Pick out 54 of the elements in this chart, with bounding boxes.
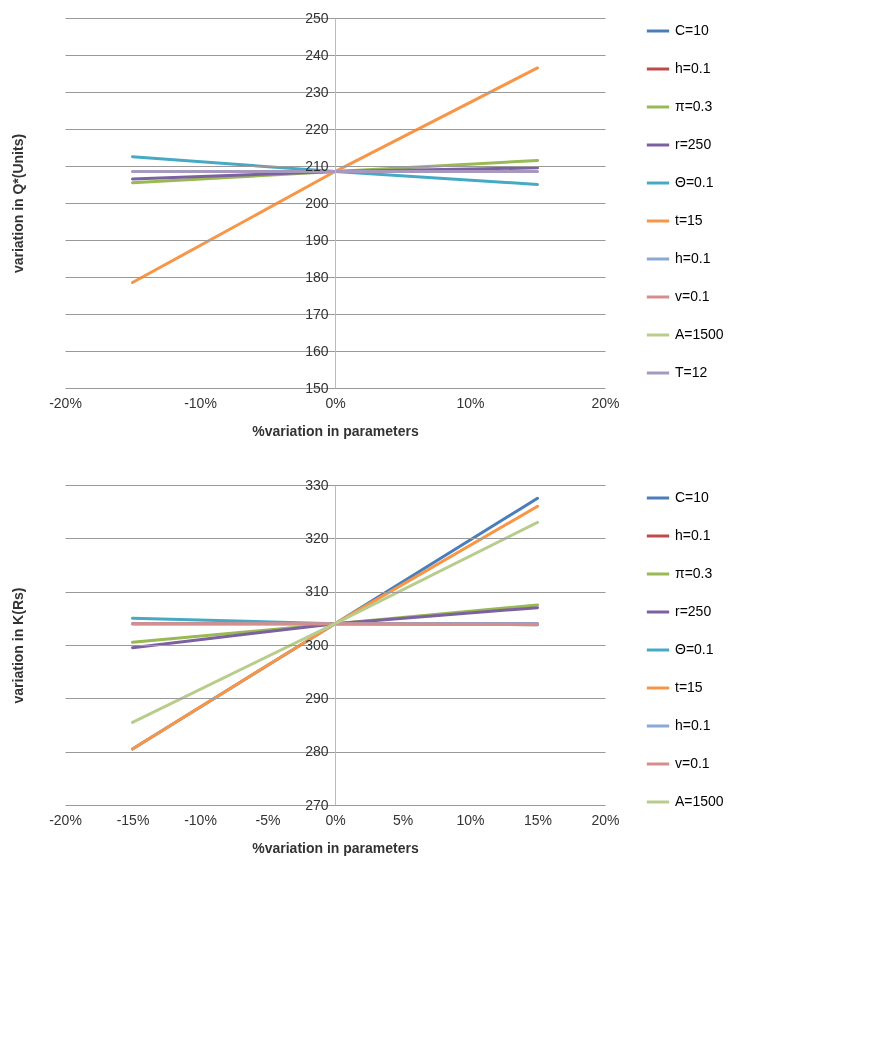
legend-label: v=0.1 <box>675 755 710 771</box>
x-tick-label: -10% <box>184 394 217 411</box>
x-tick-label: -5% <box>255 811 281 828</box>
y-tick-label: 170 <box>305 305 329 322</box>
x-tick-label: 5% <box>392 811 414 828</box>
x-tick-label: -10% <box>184 811 217 828</box>
y-tick-label: 290 <box>305 689 329 706</box>
y-tick-label: 280 <box>305 743 329 760</box>
y-tick-label: 230 <box>305 83 329 100</box>
x-tick-label: 20% <box>591 394 620 411</box>
x-tick-label: 10% <box>456 811 485 828</box>
x-tick-label: -15% <box>116 811 150 828</box>
legend-label: h=0.1 <box>675 527 711 543</box>
y-axis-title: variation in K(Rs) <box>9 587 26 704</box>
y-axis-title: variation in Q*(Units) <box>9 133 26 274</box>
x-tick-label: 10% <box>456 394 485 411</box>
y-tick-label: 300 <box>305 636 329 653</box>
x-axis-title: %variation in parameters <box>252 839 419 856</box>
y-tick-label: 310 <box>305 583 329 600</box>
legend-label: A=1500 <box>675 793 724 809</box>
y-tick-label: 180 <box>305 268 329 285</box>
legend-label: π=0.3 <box>675 565 713 581</box>
x-tick-label: 0% <box>325 394 346 411</box>
y-tick-label: 160 <box>305 342 329 359</box>
legend-label: C=10 <box>675 489 710 505</box>
x-tick-label: 15% <box>523 811 553 828</box>
y-tick-label: 270 <box>305 796 329 813</box>
legend-label: t=15 <box>675 679 703 695</box>
legend-label: C=10 <box>675 22 710 38</box>
legend-label: t=15 <box>675 212 703 228</box>
y-tick-label: 330 <box>305 476 329 493</box>
y-tick-label: 250 <box>305 9 329 26</box>
legend-label: r=250 <box>675 603 712 619</box>
x-axis-title: %variation in parameters <box>252 422 419 439</box>
y-tick-label: 150 <box>305 379 329 396</box>
y-tick-label: 240 <box>305 46 329 63</box>
legend-label: h=0.1 <box>675 717 711 733</box>
x-tick-label: -20% <box>49 811 82 828</box>
legend-label: π=0.3 <box>675 98 713 114</box>
y-tick-label: 320 <box>305 529 329 546</box>
legend-label: r=250 <box>675 136 712 152</box>
legend-label: v=0.1 <box>675 288 710 304</box>
legend-label: h=0.1 <box>675 250 711 266</box>
x-tick-label: -20% <box>49 394 82 411</box>
x-tick-label: 0% <box>325 811 346 828</box>
y-tick-label: 190 <box>305 231 329 248</box>
legend-label: Θ=0.1 <box>675 641 714 657</box>
legend-label: T=12 <box>675 364 708 380</box>
y-tick-label: 220 <box>305 120 329 137</box>
legend-label: A=1500 <box>675 326 724 342</box>
legend-label: h=0.1 <box>675 60 711 76</box>
y-tick-label: 200 <box>305 194 329 211</box>
x-tick-label: 20% <box>591 811 620 828</box>
legend-label: Θ=0.1 <box>675 174 714 190</box>
